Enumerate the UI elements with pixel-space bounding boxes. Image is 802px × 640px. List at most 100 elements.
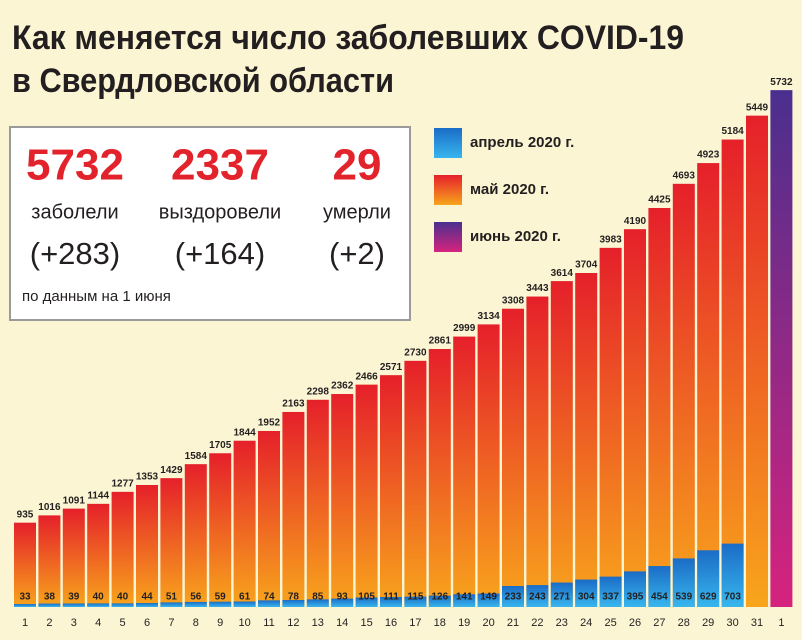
- value-label: 4693: [673, 170, 696, 181]
- stat-label: заболели: [31, 201, 118, 223]
- value-label: 243: [529, 592, 546, 603]
- bar: [697, 163, 720, 607]
- bar: [526, 585, 549, 607]
- value-label: 3134: [477, 311, 500, 322]
- legend-swatch: [434, 175, 462, 205]
- bar: [233, 601, 256, 607]
- value-label: 126: [431, 592, 448, 603]
- value-label: 454: [651, 592, 668, 603]
- x-tick-label: 19: [458, 617, 470, 629]
- value-label: 40: [93, 592, 105, 603]
- bar: [258, 600, 280, 607]
- x-tick-label: 27: [653, 617, 665, 629]
- x-tick-label: 10: [238, 617, 250, 629]
- stat-value: 5732: [26, 141, 124, 190]
- legend-swatch: [434, 222, 462, 252]
- value-label: 4190: [624, 216, 647, 227]
- stat-change: (+283): [30, 236, 120, 271]
- x-tick-label: 7: [168, 617, 174, 629]
- bar: [209, 453, 232, 607]
- value-label: 5732: [770, 77, 793, 88]
- x-tick-label: 1: [778, 617, 784, 629]
- bar: [648, 207, 671, 608]
- bar: [770, 90, 793, 608]
- bar: [160, 478, 183, 607]
- legend-swatch: [434, 128, 462, 158]
- value-label: 1584: [185, 451, 208, 462]
- value-label: 5184: [721, 126, 744, 137]
- value-label: 703: [724, 592, 741, 603]
- value-label: 1016: [38, 502, 61, 513]
- bar: [160, 602, 183, 607]
- value-label: 4425: [648, 195, 671, 206]
- value-label: 2571: [380, 362, 403, 373]
- value-label: 141: [456, 592, 473, 603]
- bar: [721, 139, 744, 607]
- value-label: 2163: [282, 399, 305, 410]
- x-tick-label: 21: [507, 617, 519, 629]
- bar: [136, 484, 158, 607]
- legend-label: май 2020 г.: [470, 181, 549, 198]
- bar: [721, 543, 744, 607]
- x-tick-label: 23: [556, 617, 568, 629]
- bar: [306, 399, 329, 607]
- x-tick-label: 9: [217, 617, 223, 629]
- x-tick-label: 12: [287, 617, 299, 629]
- x-tick-label: 18: [434, 617, 446, 629]
- bar: [453, 594, 476, 607]
- bar: [746, 115, 768, 608]
- bar: [209, 601, 232, 607]
- stat-change: (+2): [329, 236, 385, 271]
- bar: [233, 440, 256, 607]
- value-label: 115: [407, 592, 424, 603]
- note: по данным на 1 июня: [22, 288, 171, 305]
- x-tick-label: 22: [531, 617, 543, 629]
- legend-label: апрель 2020 г.: [470, 134, 574, 151]
- x-tick-label: 4: [95, 617, 101, 629]
- value-label: 74: [263, 592, 275, 603]
- value-label: 2861: [429, 336, 452, 347]
- bar: [184, 601, 207, 607]
- value-label: 39: [68, 592, 80, 603]
- value-label: 304: [578, 592, 595, 603]
- value-label: 2298: [307, 386, 330, 397]
- value-label: 395: [627, 592, 644, 603]
- value-label: 935: [17, 509, 34, 520]
- bar: [453, 336, 476, 607]
- bar: [282, 599, 305, 607]
- x-tick-label: 25: [604, 617, 616, 629]
- stat-label: выздоровели: [159, 201, 281, 223]
- bar: [87, 603, 110, 607]
- value-label: 629: [700, 592, 717, 603]
- value-label: 3704: [575, 260, 598, 271]
- bar: [599, 576, 622, 607]
- value-label: 3443: [526, 283, 549, 294]
- x-tick-label: 2: [46, 617, 52, 629]
- bar: [306, 599, 329, 607]
- value-label: 271: [553, 592, 570, 603]
- x-tick-label: 11: [263, 617, 274, 629]
- x-tick-label: 20: [482, 617, 494, 629]
- value-label: 539: [675, 592, 692, 603]
- value-label: 1844: [233, 427, 256, 438]
- bar: [380, 596, 402, 607]
- bar: [624, 571, 646, 607]
- bar: [38, 603, 61, 607]
- value-label: 93: [337, 592, 349, 603]
- value-label: 51: [166, 592, 178, 603]
- value-label: 1144: [87, 490, 109, 501]
- stat-value: 2337: [171, 141, 269, 190]
- value-label: 1429: [160, 465, 183, 476]
- x-tick-label: 16: [385, 617, 397, 629]
- x-tick-label: 3: [71, 617, 77, 629]
- bar: [575, 579, 598, 607]
- value-label: 105: [358, 592, 375, 603]
- info-box: [9, 126, 411, 321]
- bar: [550, 582, 573, 607]
- value-label: 2466: [355, 371, 378, 382]
- value-label: 149: [480, 592, 497, 603]
- value-label: 40: [117, 592, 129, 603]
- x-tick-label: 5: [120, 617, 126, 629]
- bar: [184, 464, 207, 607]
